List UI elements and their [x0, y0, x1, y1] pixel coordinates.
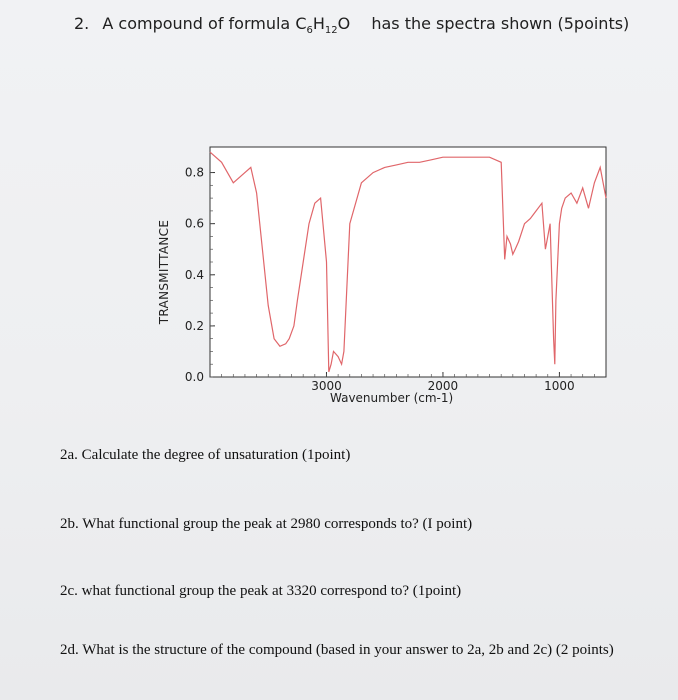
x-tick-label: 1000	[544, 379, 575, 393]
y-axis-label: TRANSMITTANCE	[157, 219, 172, 325]
x-axis-label: Wavenumber (cm-1)	[330, 391, 454, 405]
question-2c: 2c. what functional group the peak at 33…	[60, 583, 462, 599]
formula-sub-c: 6	[306, 25, 313, 37]
y-tick-label: 0.0	[185, 370, 204, 384]
plot-frame	[209, 146, 607, 378]
ir-spectrum-svg: 0.8 0.6 0.4 0.2 0.0 3000 2000 1000	[185, 146, 607, 393]
x-tick-label: 3000	[311, 379, 342, 393]
question-text: A compound of formula C	[102, 14, 307, 33]
question-number: 2.	[74, 14, 90, 33]
formula-o: O	[337, 14, 351, 33]
y-tick-label: 0.4	[185, 268, 204, 282]
x-tick-label: 2000	[428, 379, 459, 393]
y-tick-label: 0.2	[185, 319, 204, 333]
formula-h: H	[312, 14, 325, 33]
question-2b: 2b. What functional group the peak at 29…	[60, 516, 473, 532]
y-tick-label: 0.6	[185, 217, 204, 231]
question-2a: 2a. Calculate the degree of unsaturation…	[60, 447, 351, 463]
question-points: has the spectra shown (5points)	[371, 14, 630, 33]
ir-spectrum-chart: 0.8 0.6 0.4 0.2 0.0 3000 2000 1000 TRANSMITTANC…	[140, 125, 620, 425]
question-title: 2. A compound of formula C6H12O has the …	[74, 14, 629, 36]
formula-sub-h: 12	[324, 25, 338, 37]
y-tick-label: 0.8	[185, 166, 204, 180]
question-2d: 2d. What is the structure of the compoun…	[60, 642, 614, 658]
spectrum-line	[209, 151, 607, 373]
